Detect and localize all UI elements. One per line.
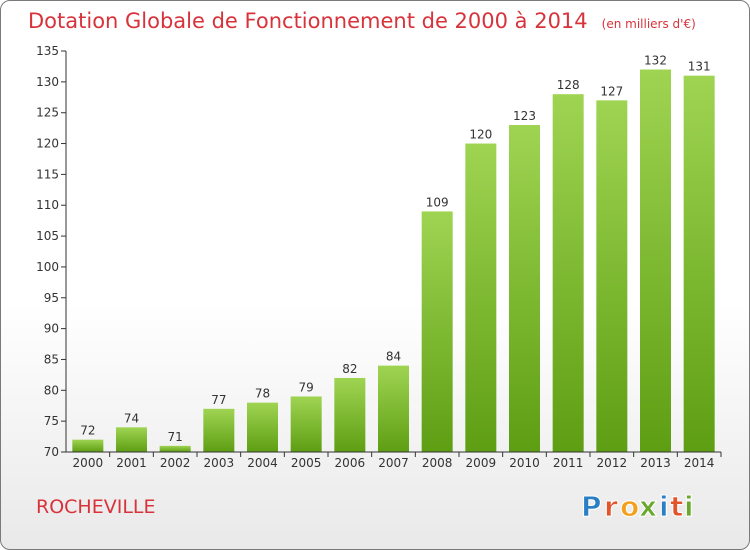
bar-2007 xyxy=(378,365,409,452)
chart-subtitle: (en milliers d'€) xyxy=(601,17,696,31)
y-tick-label: 130 xyxy=(36,75,59,89)
bar-2010 xyxy=(509,125,540,453)
logo-letter: i xyxy=(659,490,669,523)
bar-value-label: 77 xyxy=(211,393,226,407)
bar-2004 xyxy=(247,402,278,452)
x-tick-label: 2006 xyxy=(335,456,366,470)
x-tick-label: 2010 xyxy=(509,456,540,470)
bar-2005 xyxy=(290,396,322,452)
logo-letter: i xyxy=(684,490,694,523)
bar-value-label: 131 xyxy=(688,60,711,74)
chart-title: Dotation Globale de Fonctionnement de 20… xyxy=(28,9,696,33)
bar-value-label: 72 xyxy=(80,424,95,438)
x-tick-label: 2004 xyxy=(247,456,278,470)
bar-value-label: 109 xyxy=(426,195,449,209)
x-tick-label: 2014 xyxy=(684,456,715,470)
bar-2001 xyxy=(116,427,147,452)
bars-group: 72 74 71 77 78 79 82 84 109 120 123 128 127 132 131 xyxy=(72,54,715,453)
bar-2009 xyxy=(465,143,497,453)
y-tick-label: 95 xyxy=(44,291,59,305)
y-tick-label: 105 xyxy=(36,229,59,243)
x-tick-label: 2007 xyxy=(378,456,409,470)
bar-2012 xyxy=(596,100,628,452)
logo-letter: t xyxy=(670,490,683,523)
bar-value-label: 132 xyxy=(644,54,667,68)
logo-letter: P xyxy=(581,490,602,523)
bar-2008 xyxy=(421,211,453,452)
x-axis: 2000 2001 2002 2003 2004 2005 2006 2007 2008 2009… xyxy=(66,451,722,470)
x-tick-label: 2000 xyxy=(73,456,104,470)
y-tick-label: 75 xyxy=(44,414,59,428)
y-tick-label: 125 xyxy=(36,106,59,120)
bar-2014 xyxy=(683,75,715,452)
bar-value-label: 74 xyxy=(124,411,139,425)
x-tick-label: 2013 xyxy=(640,456,671,470)
municipality-name: ROCHEVILLE xyxy=(36,496,156,518)
bar-2002 xyxy=(159,445,191,452)
bar-2003 xyxy=(203,408,235,452)
bar-2000 xyxy=(72,439,104,452)
y-tick-label: 120 xyxy=(36,137,59,151)
x-tick-label: 2012 xyxy=(597,456,628,470)
bar-value-label: 71 xyxy=(168,430,183,444)
y-axis: 70 75 80 85 90 95 100 105 110 115 120 125 130 135 xyxy=(36,44,67,459)
x-tick-label: 2002 xyxy=(160,456,191,470)
x-tick-label: 2008 xyxy=(422,456,453,470)
x-tick-label: 2009 xyxy=(466,456,497,470)
bar-2006 xyxy=(334,377,366,452)
bar-value-label: 79 xyxy=(299,380,314,394)
y-tick-label: 100 xyxy=(36,260,59,274)
bar-value-label: 82 xyxy=(342,362,357,376)
bar-value-label: 128 xyxy=(557,78,580,92)
x-tick-label: 2005 xyxy=(291,456,322,470)
bar-value-label: 127 xyxy=(600,84,623,98)
bar-2011 xyxy=(552,94,584,452)
y-tick-label: 115 xyxy=(36,167,59,181)
y-tick-label: 110 xyxy=(36,198,59,212)
bar-value-label: 123 xyxy=(513,109,536,123)
y-tick-label: 85 xyxy=(44,352,59,366)
y-tick-label: 70 xyxy=(44,445,59,459)
x-tick-label: 2003 xyxy=(204,456,235,470)
bar-value-label: 84 xyxy=(386,350,401,364)
y-tick-label: 135 xyxy=(36,44,59,58)
logo-letter: r xyxy=(604,490,618,523)
chart-title-text: Dotation Globale de Fonctionnement de 20… xyxy=(28,9,588,33)
bar-value-label: 78 xyxy=(255,387,270,401)
y-tick-label: 90 xyxy=(44,322,59,336)
bar-value-label: 120 xyxy=(469,128,492,142)
bar-2013 xyxy=(640,69,671,452)
logo-letter: o xyxy=(620,490,639,523)
y-tick-label: 80 xyxy=(44,383,59,397)
logo-letter: x xyxy=(639,490,657,523)
x-tick-label: 2011 xyxy=(553,456,584,470)
x-tick-label: 2001 xyxy=(116,456,147,470)
